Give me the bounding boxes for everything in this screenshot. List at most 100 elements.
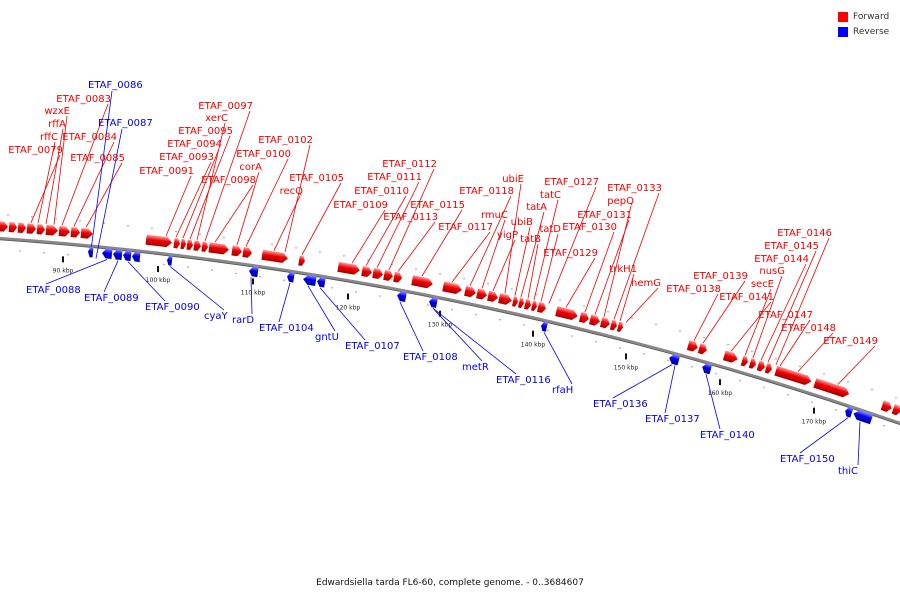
leader-etaf-0140 [705, 374, 721, 430]
forward-gene [891, 404, 900, 416]
forward-gene [58, 226, 70, 237]
track-dot [847, 380, 849, 383]
scale-tick [532, 330, 534, 337]
scale-tick-label: 130 kbp [428, 322, 453, 329]
reverse-gene [669, 354, 681, 366]
forward-gene [36, 224, 45, 235]
track-dot [883, 424, 885, 427]
forward-gene [261, 249, 288, 263]
leader-etaf-0085 [85, 162, 123, 228]
gene-label-etaf-0116: ETAF_0116 [496, 375, 551, 386]
scale-tick-label: 140 kbp [521, 342, 546, 349]
scale-tick-label: 90 kbp [53, 267, 74, 274]
leader-etaf-0117 [451, 231, 491, 283]
forward-gene [45, 224, 58, 236]
gene-label-cora: corA [239, 162, 262, 173]
leader-cyay [169, 266, 225, 311]
gene-label-tatd: tatD [539, 224, 561, 235]
gene-label-etaf-0098: ETAF_0098 [201, 175, 256, 186]
gene-label-etaf-0150: ETAF_0150 [780, 454, 835, 465]
leader-metr [432, 308, 483, 362]
reverse-gene [167, 255, 173, 266]
gene-label-etaf-0093: ETAF_0093 [159, 152, 214, 163]
leader-etaf-0094 [182, 148, 220, 239]
leader-rmuc [481, 219, 506, 289]
track-dot [43, 251, 45, 254]
scale-tick-label: 100 kbp [146, 277, 171, 284]
forward-gene [372, 268, 383, 279]
track-dot [763, 386, 765, 389]
reverse-gene [397, 291, 407, 302]
gene-label-ubib: ubiB [511, 217, 533, 228]
gene-label-metr: metR [462, 362, 489, 373]
background-dots [7, 214, 897, 427]
gene-label-etaf-0137: ETAF_0137 [645, 414, 700, 425]
scale-tick-label: 110 kbp [241, 289, 266, 296]
track-dot [31, 215, 33, 218]
gene-label-etaf-0109: ETAF_0109 [333, 200, 388, 211]
leader-etaf-0141 [730, 301, 772, 352]
track-dot [871, 388, 873, 391]
leader-etaf-0090 [127, 261, 166, 302]
gene-label-etaf-0086: ETAF_0086 [88, 80, 143, 91]
forward-gene [530, 300, 537, 312]
reverse-gene [88, 246, 94, 258]
leader-etaf-0133 [613, 192, 660, 320]
forward-gene [442, 281, 462, 295]
leader-nusg [752, 275, 783, 358]
gene-label-trkh1: trkH1 [609, 264, 637, 275]
track-dot [775, 357, 777, 360]
leader-rard [250, 277, 253, 315]
forward-gene [180, 238, 186, 250]
scale-tick-label: 170 kbp [802, 419, 827, 426]
leader-etaf-0144 [760, 263, 807, 361]
forward-gene [697, 343, 707, 355]
reverse-gene [702, 363, 713, 375]
forward-gene [686, 340, 698, 352]
reverse-gene [429, 297, 438, 308]
gene-label-rmuc: rmuC [481, 210, 508, 221]
forward-gene [145, 234, 172, 248]
leader-etaf-0107 [319, 287, 366, 341]
leader-etaf-0086 [89, 90, 113, 258]
track-dot [715, 372, 717, 375]
legend-forward-swatch [838, 11, 848, 22]
forward-gene [0, 221, 8, 232]
reverse-gene [132, 251, 141, 262]
forward-gene [555, 306, 578, 320]
gene-label-etaf-0129: ETAF_0129 [543, 248, 598, 259]
leader-etaf-0098 [214, 184, 254, 243]
gene-label-rffc: rffC [40, 132, 58, 143]
leader-etaf-0138 [693, 293, 719, 341]
track-dot [451, 308, 453, 311]
track-dot [319, 250, 321, 253]
track-dot [211, 269, 213, 272]
track-dot [199, 233, 201, 236]
forward-gene [8, 222, 17, 233]
gene-label-etaf-0131: ETAF_0131 [577, 210, 632, 221]
forward-gene [756, 360, 765, 372]
track-dot [571, 335, 573, 337]
gene-label-etaf-0084: ETAF_0084 [62, 132, 117, 143]
leader-etaf-0148 [797, 332, 834, 372]
leader-etaf-0104 [278, 282, 291, 323]
leader-wzxe [53, 115, 68, 225]
reverse-gene [113, 249, 123, 261]
leader-tatd [540, 233, 559, 302]
reverse-gene [123, 250, 132, 262]
leader-etaf-0130 [584, 231, 615, 313]
forward-gene [17, 222, 26, 234]
track-dot [139, 260, 141, 263]
leader-xerc [196, 122, 226, 240]
track-dot [559, 299, 561, 301]
forward-gene [193, 240, 201, 251]
leader-ubie [504, 183, 522, 294]
leader-hemg [625, 287, 659, 323]
gene-label-etaf-0147: ETAF_0147 [758, 310, 813, 321]
leader-trkh1 [619, 273, 635, 321]
scale-tick [157, 266, 159, 273]
gene-label-etaf-0083: ETAF_0083 [56, 94, 111, 105]
reverse-gene [845, 406, 854, 418]
gene-label-thic: thiC [838, 466, 858, 477]
forward-gene [722, 350, 738, 363]
